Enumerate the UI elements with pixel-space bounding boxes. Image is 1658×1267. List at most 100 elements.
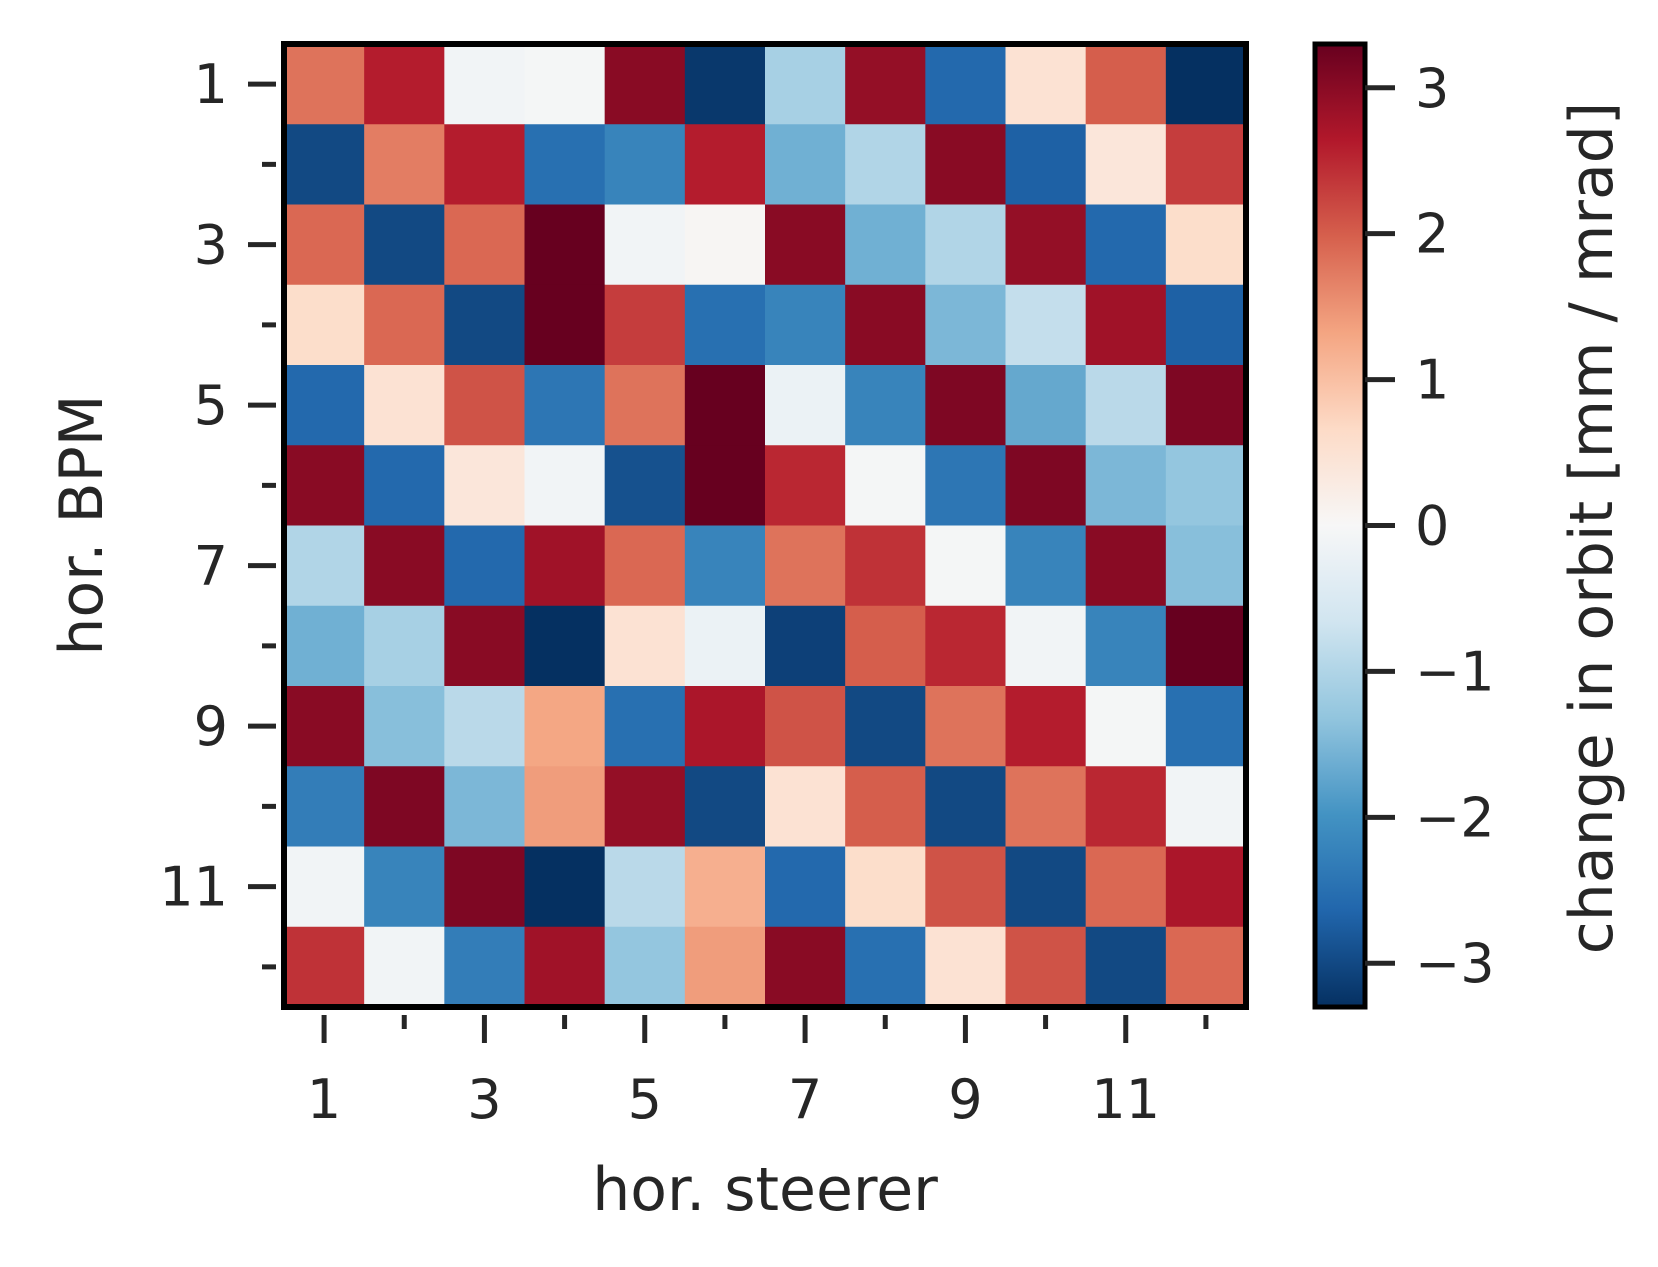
heatmap-cell	[1005, 686, 1087, 767]
heatmap-cell	[1165, 926, 1247, 1008]
heatmap-cell	[444, 605, 526, 687]
x-tick-label: 7	[788, 1068, 822, 1131]
x-tick-label: 1	[307, 1068, 341, 1131]
heatmap-cell	[364, 445, 445, 527]
heatmap-cell	[364, 284, 445, 366]
heatmap-cell	[1165, 525, 1247, 607]
colorbar-tick-label: −1	[1415, 640, 1495, 703]
heatmap-cell	[364, 846, 445, 928]
heatmap-cell	[1165, 204, 1247, 286]
heatmap-cell	[925, 284, 1007, 366]
heatmap-cell	[364, 926, 445, 1008]
x-tick-label: 5	[628, 1068, 662, 1131]
heatmap-cell	[925, 926, 1007, 1008]
x-axis-label: hor. steerer	[592, 1155, 938, 1225]
heatmap-cell	[684, 766, 766, 848]
heatmap-cell	[284, 284, 365, 366]
heatmap-cell	[604, 605, 686, 687]
heatmap-cell	[684, 525, 766, 607]
colorbar-label: change in orbit [mm / mrad]	[1557, 102, 1627, 954]
heatmap-cell	[845, 846, 926, 928]
heatmap-cell	[925, 445, 1007, 527]
y-tick-label: 11	[159, 856, 228, 919]
heatmap-cell	[284, 124, 365, 206]
colorbar-tick-label: 0	[1415, 495, 1449, 558]
heatmap-cell	[1005, 766, 1087, 848]
x-tick-label: 9	[948, 1068, 982, 1131]
heatmap-cell	[925, 766, 1007, 848]
heatmap-cell	[1085, 686, 1167, 767]
heatmap-cell	[604, 44, 686, 125]
heatmap-cell	[604, 365, 686, 446]
heatmap-cell	[845, 605, 926, 687]
heatmap-cell	[925, 365, 1007, 446]
heatmap-cell	[364, 766, 445, 848]
heatmap-cell	[444, 124, 526, 206]
x-tick-label: 11	[1091, 1068, 1160, 1131]
y-axis-ticks: 1 3 5 7 9 11	[159, 53, 276, 970]
y-axis-label: hor. BPM	[47, 394, 117, 655]
heatmap-cell	[604, 926, 686, 1008]
heatmap-cell	[684, 605, 766, 687]
heatmap-cell	[925, 686, 1007, 767]
heatmap-cell	[1005, 926, 1087, 1008]
heatmap-cell	[925, 44, 1007, 125]
heatmap-cell	[604, 445, 686, 527]
heatmap-cell	[524, 365, 606, 446]
heatmap-cell	[1005, 284, 1087, 366]
heatmap-cell	[444, 445, 526, 527]
heatmap-cell	[284, 365, 365, 446]
heatmap-cell	[765, 605, 846, 687]
heatmap-cell	[444, 44, 526, 125]
heatmap-cell	[765, 44, 846, 125]
heatmap-cell	[364, 365, 445, 446]
heatmap-cell	[284, 605, 365, 687]
heatmap-cell	[1165, 44, 1247, 125]
heatmap-cell	[845, 766, 926, 848]
y-tick-label: 7	[194, 535, 228, 598]
heatmap-cell	[604, 284, 686, 366]
heatmap-cell	[1085, 124, 1167, 206]
heatmap-cell	[364, 525, 445, 607]
heatmap-cell	[1085, 605, 1167, 687]
heatmap-cell	[284, 204, 365, 286]
heatmap-cell	[1085, 204, 1167, 286]
heatmap-cell	[1005, 445, 1087, 527]
heatmap-cell	[1085, 926, 1167, 1008]
heatmap-cell	[925, 846, 1007, 928]
heatmap-cell	[524, 445, 606, 527]
heatmap-cell	[444, 365, 526, 446]
heatmap-cell	[524, 525, 606, 607]
heatmap-cell	[284, 44, 365, 125]
heatmap-cell	[845, 284, 926, 366]
x-axis-ticks: 1 3 5 7 9 11	[307, 1015, 1209, 1131]
plot-frame	[281, 41, 1249, 1010]
heatmap-cell	[1085, 846, 1167, 928]
heatmap-cell	[284, 445, 365, 527]
heatmap-cell	[925, 124, 1007, 206]
heatmap-cell	[524, 766, 606, 848]
heatmap-cell	[444, 284, 526, 366]
heatmap-cell	[925, 204, 1007, 286]
colorbar	[1312, 41, 1368, 1010]
heatmap-cell	[845, 525, 926, 607]
heatmap-cell	[765, 365, 846, 446]
heatmap-cell	[524, 204, 606, 286]
y-tick-label: 9	[194, 695, 228, 758]
heatmap-cell	[604, 204, 686, 286]
heatmap-cell	[444, 525, 526, 607]
heatmap-cell	[765, 686, 846, 767]
heatmap-cell	[1165, 766, 1247, 848]
heatmap-cell	[1165, 686, 1247, 767]
heatmap-cell	[524, 926, 606, 1008]
heatmap-cell	[925, 525, 1007, 607]
heatmap-cell	[684, 44, 766, 125]
x-tick-label: 3	[467, 1068, 501, 1131]
heatmap-cell	[524, 284, 606, 366]
heatmap-cell	[524, 124, 606, 206]
heatmap-cell	[845, 124, 926, 206]
heatmap-cell	[1005, 846, 1087, 928]
heatmap-cell	[1085, 44, 1167, 125]
heatmap-cell	[765, 846, 846, 928]
